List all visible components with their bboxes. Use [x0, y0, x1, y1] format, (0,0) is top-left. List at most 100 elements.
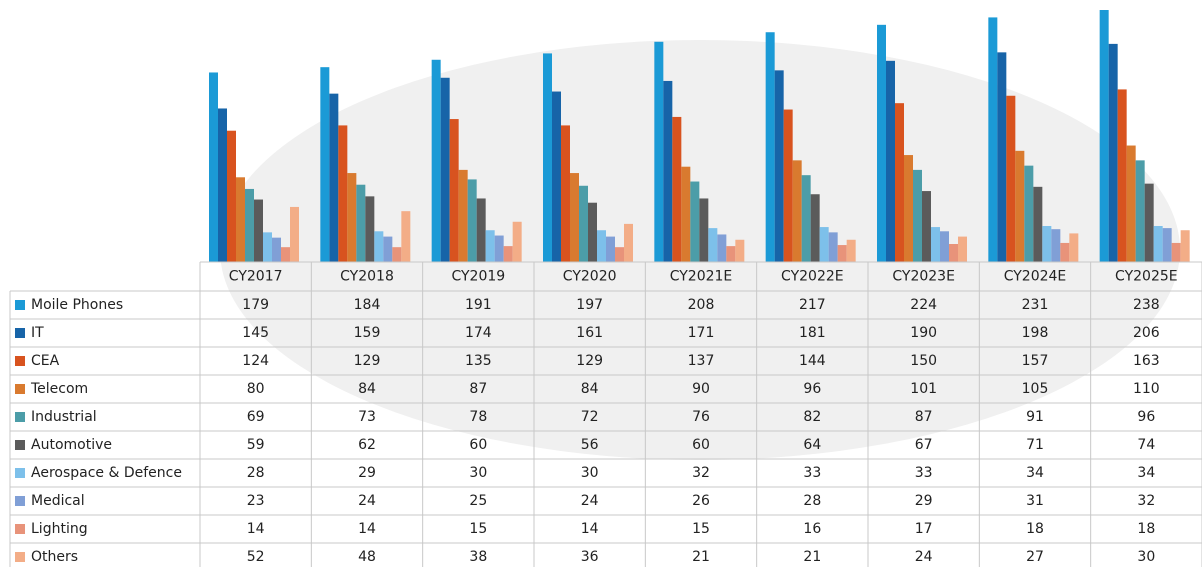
table-value: 60 [692, 437, 710, 453]
table-value: 163 [1133, 353, 1160, 369]
bar [338, 125, 348, 262]
bar [440, 77, 450, 262]
table-value: 96 [1137, 409, 1155, 425]
bar [467, 179, 477, 262]
legend-swatch [15, 468, 25, 478]
bar [846, 239, 856, 262]
bar [765, 32, 775, 263]
table-value: 31 [1026, 493, 1044, 509]
table-value: 105 [1022, 381, 1049, 397]
legend-swatch [15, 552, 25, 562]
table-value: 74 [1137, 437, 1155, 453]
table-value: 191 [465, 297, 492, 313]
bar [1108, 43, 1118, 262]
bar [1042, 226, 1052, 262]
table-value: 21 [803, 549, 821, 565]
table-value: 29 [915, 493, 933, 509]
table-value: 32 [1137, 493, 1155, 509]
table-value: 64 [803, 437, 821, 453]
bar [1171, 242, 1181, 262]
legend-label: IT [31, 325, 44, 341]
table-value: 38 [469, 549, 487, 565]
table-value: 110 [1133, 381, 1160, 397]
legend-swatch [15, 524, 25, 534]
bar [1135, 160, 1145, 262]
table-value: 16 [803, 521, 821, 537]
legend-swatch [15, 328, 25, 338]
bar [485, 230, 495, 262]
bar [1006, 95, 1016, 262]
bar [877, 24, 886, 262]
table-value: 71 [1026, 437, 1044, 453]
bar [949, 244, 958, 262]
table-value: 18 [1137, 521, 1155, 537]
table-value: 84 [581, 381, 599, 397]
bar [783, 109, 793, 262]
legend-swatch [15, 300, 25, 310]
bar [1015, 150, 1025, 262]
legend-swatch [15, 412, 25, 422]
bar [810, 194, 820, 262]
bar [561, 125, 570, 262]
table-value: 33 [915, 465, 933, 481]
table-value: 238 [1133, 297, 1160, 313]
table-value: 144 [799, 353, 826, 369]
table-value: 84 [358, 381, 376, 397]
table-value: 76 [692, 409, 710, 425]
table-value: 184 [354, 297, 381, 313]
bar [449, 119, 459, 262]
table-value: 14 [581, 521, 599, 537]
bar [392, 247, 402, 262]
bar [245, 188, 254, 262]
table-value: 30 [469, 465, 487, 481]
table-value: 101 [910, 381, 937, 397]
bar [1060, 242, 1070, 262]
legend-label: Telecom [30, 381, 88, 397]
table-value: 190 [910, 325, 937, 341]
table-value: 179 [242, 297, 269, 313]
bar [615, 247, 624, 262]
bar [374, 231, 384, 262]
table-value: 33 [803, 465, 821, 481]
legend-label: CEA [31, 353, 60, 369]
bar [597, 230, 606, 262]
column-header: CY2017 [229, 269, 283, 285]
table-value: 231 [1022, 297, 1049, 313]
table-value: 62 [358, 437, 376, 453]
table-value: 34 [1026, 465, 1044, 481]
table-value: 59 [247, 437, 265, 453]
column-header: CY2023E [892, 269, 955, 285]
bar [227, 130, 236, 262]
bar [263, 232, 272, 262]
bar [431, 59, 441, 262]
bar [272, 237, 281, 262]
table-value: 28 [803, 493, 821, 509]
table-value: 25 [469, 493, 487, 509]
bar [774, 70, 784, 263]
table-value: 30 [1137, 549, 1155, 565]
table-value: 73 [358, 409, 376, 425]
bar [1024, 165, 1034, 262]
legend-swatch [15, 496, 25, 506]
table-value: 30 [581, 465, 599, 481]
bar [886, 60, 895, 262]
table-value: 29 [358, 465, 376, 481]
legend-label: Lighting [31, 521, 88, 537]
column-header: CY2021E [670, 269, 733, 285]
legend-swatch [15, 440, 25, 450]
column-header: CY2019 [451, 269, 505, 285]
table-value: 69 [247, 409, 265, 425]
bar [494, 235, 504, 262]
table-value: 137 [688, 353, 715, 369]
bar [922, 191, 931, 262]
bar [383, 236, 393, 262]
legend-swatch [15, 356, 25, 366]
table-value: 157 [1022, 353, 1049, 369]
table-value: 161 [576, 325, 603, 341]
legend-label: Medical [31, 493, 85, 509]
bar [543, 53, 552, 262]
bar [476, 198, 486, 262]
bar [988, 17, 998, 263]
table-value: 159 [354, 325, 381, 341]
